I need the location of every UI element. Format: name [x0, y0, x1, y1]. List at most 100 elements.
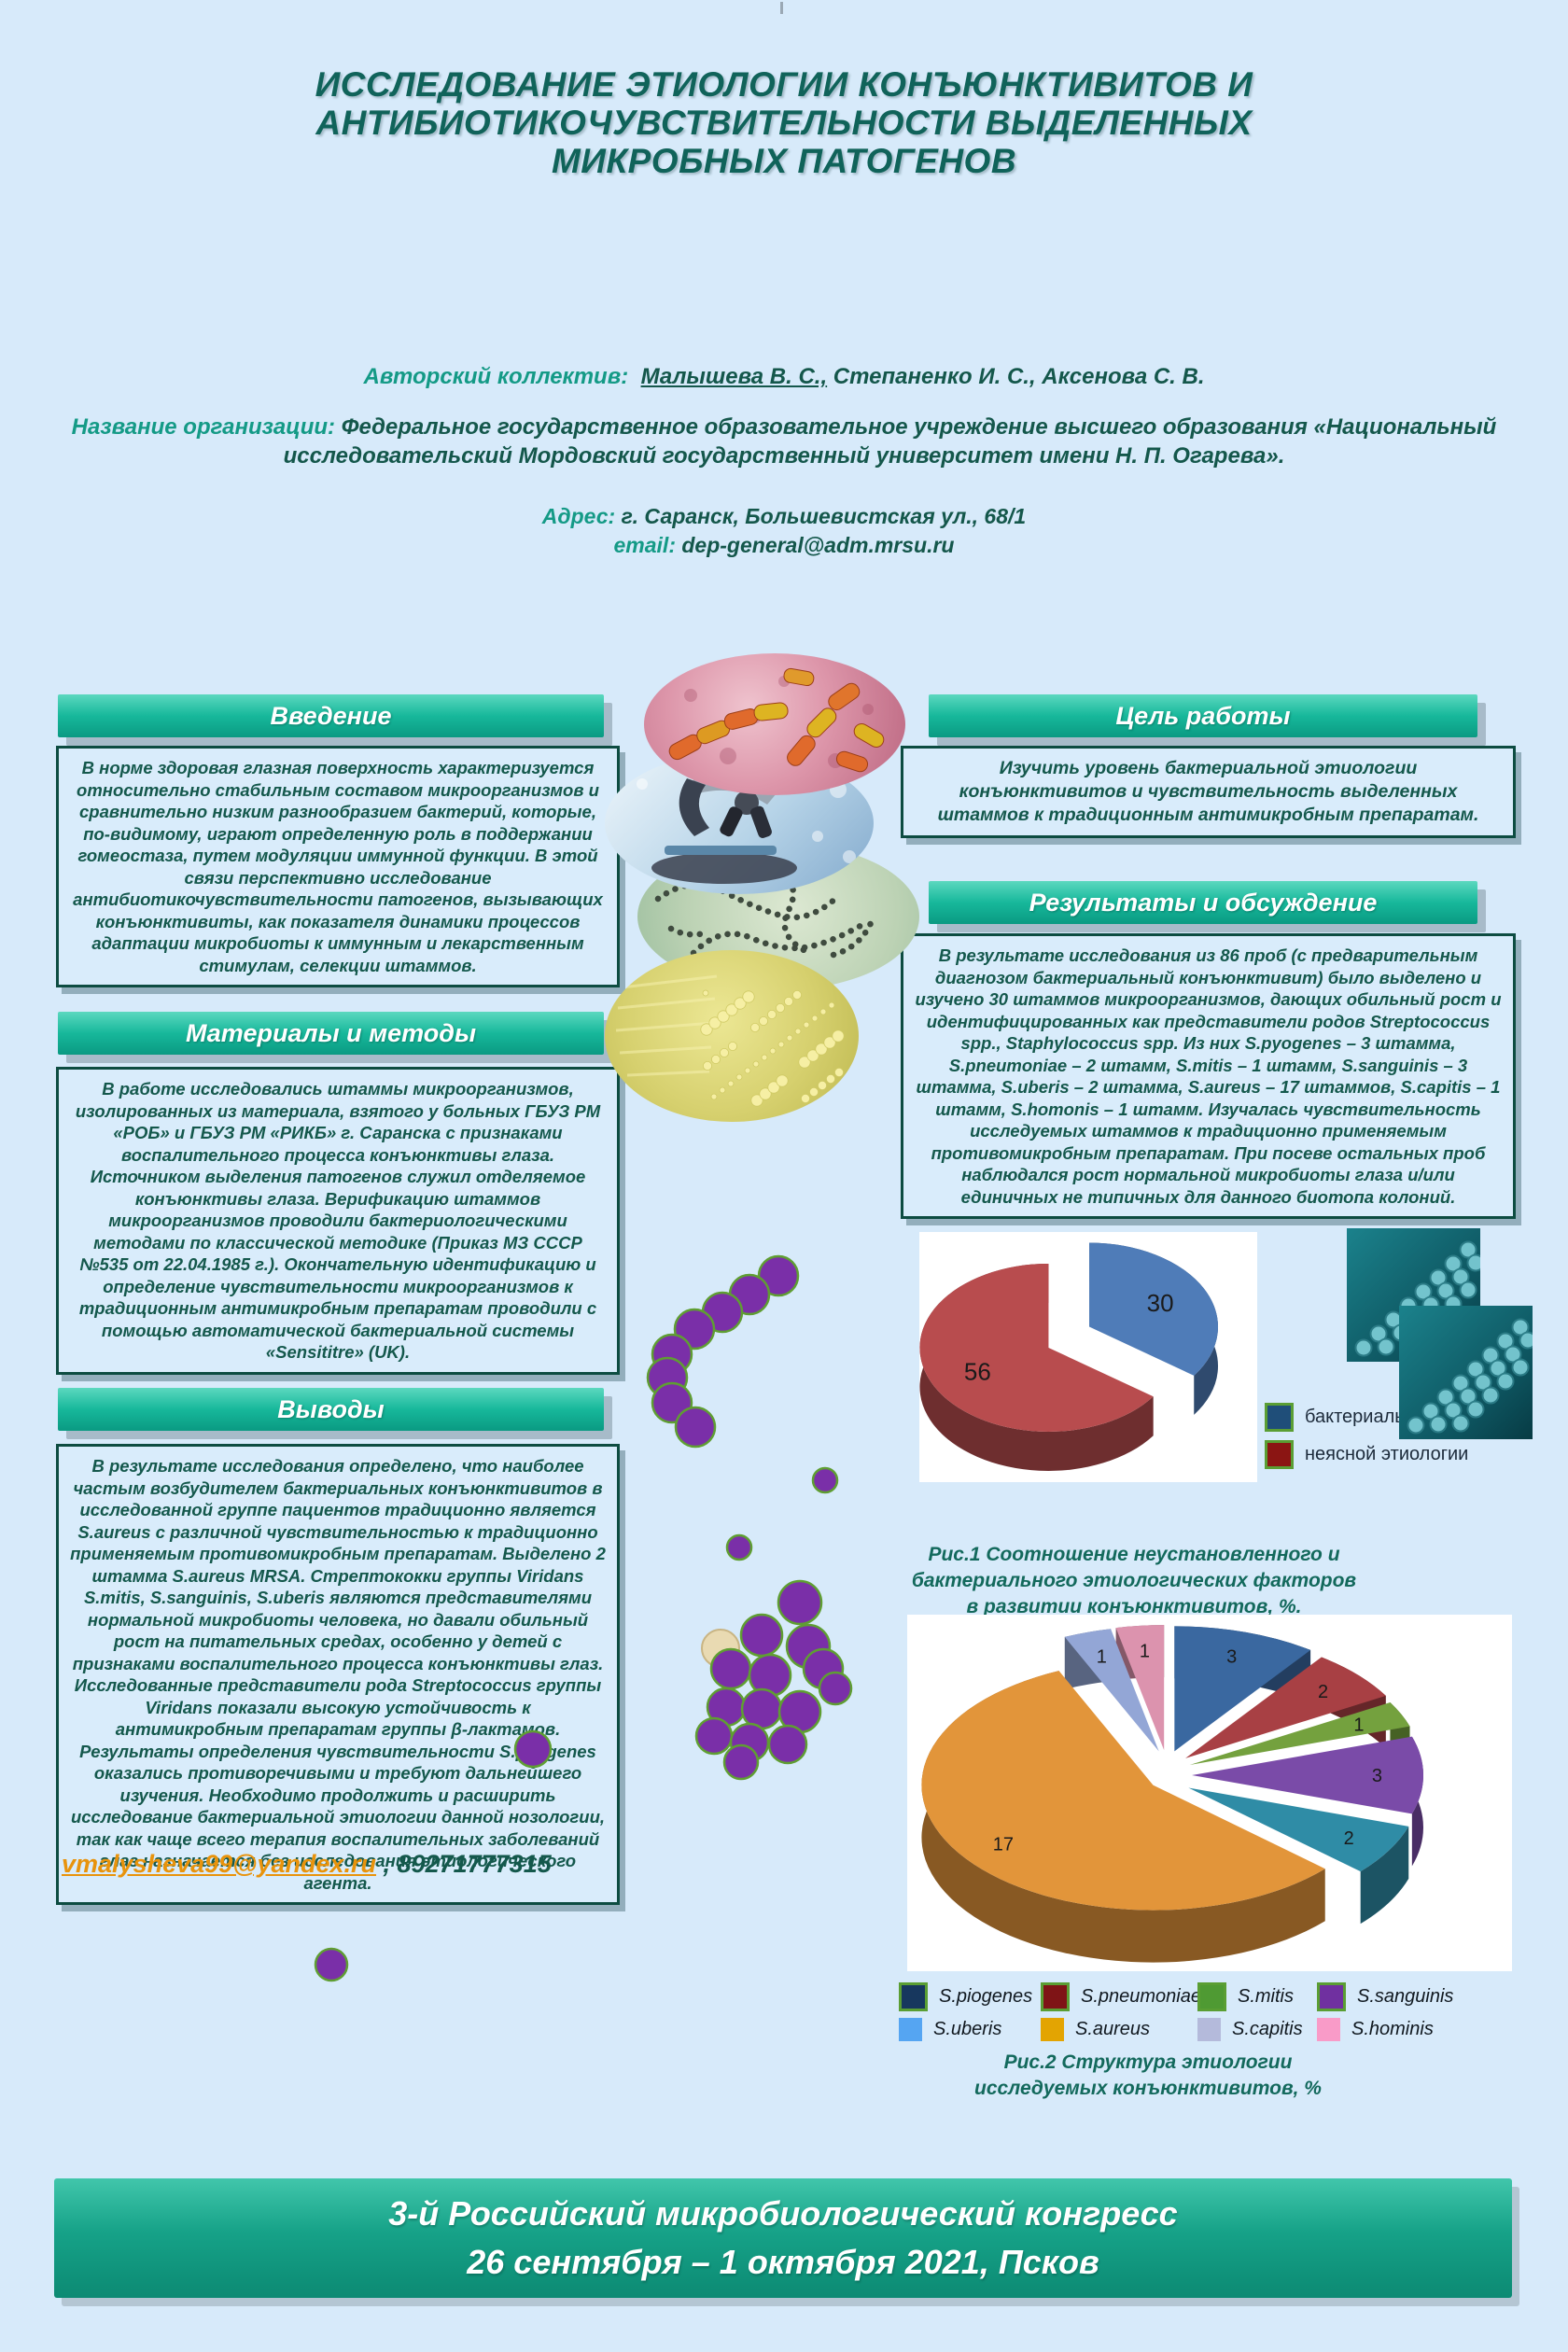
org-email-line: email: dep-general@adm.mrsu.ru — [0, 533, 1568, 558]
pie-value-label: 1 — [1097, 1646, 1107, 1667]
legend-item: S.piogenes — [899, 1982, 1041, 2011]
section-title-results: Результаты и обсуждение — [1029, 888, 1378, 917]
legend-item: S.mitis — [1197, 1982, 1317, 2011]
streptococcus-chain-illustration — [654, 861, 875, 959]
legend-color-swatch — [1041, 1982, 1070, 2011]
coccus-dot — [740, 1687, 783, 1730]
contact-line: vmalysheva99@yandex.ru , 89271777315 — [62, 1850, 552, 1879]
footer-line-1: 3-й Российский микробиологический конгре… — [388, 2194, 1178, 2233]
coccus-dot — [709, 1647, 752, 1690]
legend-label: S.capitis — [1232, 2019, 1303, 2039]
figure2-pie-chart: 3 2 1 3 2 17 1 1 — [907, 1615, 1512, 1971]
coccus-dot — [722, 1743, 760, 1781]
section-title-goal: Цель работы — [1115, 701, 1291, 730]
contact-email-link[interactable]: vmalysheva99@yandex.ru — [62, 1850, 377, 1878]
authors-label: Авторский коллектив: — [363, 364, 629, 389]
conclusions-text-box: В результате исследования определено, чт… — [56, 1444, 620, 1905]
address-line: Адрес: г. Саранск, Большевистская ул., 6… — [0, 504, 1568, 529]
organization-label: Название организации: — [71, 414, 336, 440]
legend-item: S.hominis — [1317, 2018, 1533, 2041]
section-header-methods: Материалы и методы — [58, 1012, 604, 1055]
legend-label: S.mitis — [1238, 1986, 1294, 2007]
pie-value-label: 2 — [1344, 1828, 1354, 1849]
coccus-dot — [739, 1613, 784, 1658]
pie-value-label: 2 — [1318, 1682, 1328, 1702]
figure1-pie-chart: 30 56 — [919, 1232, 1257, 1482]
legend-color-swatch — [1041, 2018, 1064, 2041]
legend-color-swatch — [1197, 2018, 1221, 2041]
legend-color-swatch — [1317, 1982, 1346, 2011]
title-line-3: МИКРОБНЫХ ПАТОГЕНОВ — [551, 142, 1017, 180]
legend-label: S.uberis — [933, 2019, 1002, 2039]
legend-item: S.capitis — [1197, 2018, 1317, 2041]
legend-label: S.sanguinis — [1357, 1986, 1454, 2007]
org-email-label: email: — [613, 533, 676, 557]
methods-body: В работе исследовались штаммы микроорган… — [75, 1079, 601, 1362]
top-tick-mark — [780, 2, 783, 14]
section-header-results: Результаты и обсуждение — [929, 881, 1477, 924]
pie-value-label: 3 — [1372, 1766, 1382, 1786]
pie-value-label: 1 — [1140, 1642, 1150, 1662]
section-title-conclusions: Выводы — [277, 1394, 385, 1423]
coccus-dot — [767, 1724, 808, 1765]
legend-color-swatch — [1265, 1403, 1294, 1432]
address-text: г. Саранск, Большевистская ул., 68/1 — [621, 504, 1027, 528]
photo-bacteria-sem-pink — [644, 653, 905, 795]
coccus-dot — [757, 1254, 800, 1297]
purple-cocci-decoration — [314, 1254, 853, 1982]
pie-value-label: 56 — [964, 1358, 991, 1386]
footer-line-2: 26 сентября – 1 октября 2021, Псков — [467, 2243, 1099, 2281]
coccus-dot — [674, 1406, 717, 1449]
authors-rest: Степаненко И. С., Аксенова С. В. — [827, 364, 1205, 389]
legend-label: S.hominis — [1351, 2019, 1434, 2039]
goal-body: Изучить уровень бактериальной этиологии … — [937, 758, 1479, 825]
photo-streptococcus-sem-2 — [1399, 1306, 1533, 1439]
section-title-methods: Материалы и методы — [185, 1018, 477, 1047]
coccus-dot — [811, 1466, 839, 1494]
section-header-conclusions: Выводы — [58, 1388, 604, 1431]
contact-phone: 89271777315 — [397, 1850, 552, 1878]
legend-color-swatch — [899, 2018, 922, 2041]
legend-item: неясной этиологии — [1265, 1440, 1527, 1469]
pie-value-label: 30 — [1147, 1289, 1174, 1317]
goal-text-box: Изучить уровень бактериальной этиологии … — [901, 746, 1516, 838]
conclusions-body: В результате исследования определено, чт… — [70, 1456, 606, 1893]
coccus-dot — [694, 1716, 734, 1756]
author-first: Малышева В. С., — [640, 364, 828, 389]
legend-label: S.pneumoniae — [1081, 1986, 1201, 2007]
organization-line: Название организации: Федеральное госуда… — [0, 413, 1568, 470]
footer-banner: 3-й Российский микробиологический конгре… — [54, 2178, 1512, 2298]
coccus-dot — [818, 1671, 853, 1706]
figure2-legend: S.piogenes S.pneumoniae S.mitis S.sanguinis… — [899, 1982, 1533, 2041]
agar-colonies-illustration — [615, 974, 845, 1107]
coccus-dot — [725, 1533, 753, 1561]
methods-text-box: В работе исследовались штаммы микроорган… — [56, 1067, 620, 1375]
pie-value-label: 3 — [1226, 1646, 1237, 1667]
section-title-intro: Введение — [270, 701, 392, 730]
coccus-dot — [314, 1947, 349, 1982]
legend-label: S.piogenes — [939, 1986, 1033, 2007]
organization-text: Федеральное государственное образователь… — [283, 414, 1497, 469]
coccus-dot — [777, 1579, 823, 1626]
cocci-chain-illustration — [1407, 1318, 1533, 1435]
title-line-1: ИССЛЕДОВАНИЕ ЭТИОЛОГИИ КОНЪЮНКТИВИТОВ И — [315, 65, 1253, 104]
address-label: Адрес: — [541, 504, 616, 528]
title-line-2: АНТИБИОТИКОЧУВСТВИТЕЛЬНОСТИ ВЫДЕЛЕННЫХ — [315, 104, 1253, 142]
pie-svg: 3 2 1 3 2 17 1 1 — [921, 1625, 1423, 1963]
legend-color-swatch — [1317, 2018, 1340, 2041]
coccus-dot — [513, 1729, 553, 1769]
bacteria-rods-illustration — [668, 667, 885, 773]
org-email-text: dep-general@adm.mrsu.ru — [681, 533, 955, 557]
legend-item: S.aureus — [1041, 2018, 1197, 2041]
section-header-goal: Цель работы — [929, 694, 1477, 737]
legend-item: S.uberis — [899, 2018, 1041, 2041]
section-header-intro: Введение — [58, 694, 604, 737]
legend-item: S.sanguinis — [1317, 1982, 1533, 2011]
legend-color-swatch — [1197, 1982, 1226, 2011]
legend-item: S.pneumoniae — [1041, 1982, 1201, 2011]
authors-line: Авторский коллектив: Малышева В. С., Сте… — [0, 364, 1568, 390]
photo-agar-colonies — [605, 950, 859, 1122]
pie-value-label: 1 — [1353, 1715, 1364, 1735]
legend-color-swatch — [899, 1982, 928, 2011]
